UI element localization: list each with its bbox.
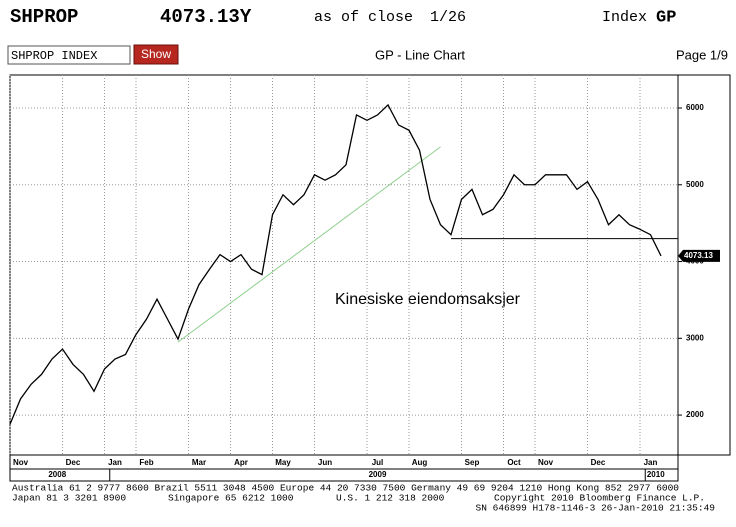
y-tick-label: 2000	[686, 410, 704, 419]
kind: Index	[602, 9, 647, 26]
year-label: 2009	[369, 470, 387, 479]
x-tick-label: Jun	[318, 458, 332, 467]
footer-line1: Australia 61 2 9777 8600 Brazil 5511 304…	[12, 483, 679, 494]
x-tick-label: Nov	[538, 458, 554, 467]
function: GP	[656, 8, 676, 27]
footer-line3: SN 646899 H178-1146-3 26-Jan-2010 21:35:…	[476, 503, 716, 514]
x-tick-label: Aug	[412, 458, 428, 467]
price-line	[9, 103, 662, 425]
x-tick-label: Sep	[465, 458, 480, 467]
ticker: SHPROP	[10, 6, 78, 28]
as-of: as of close	[314, 9, 413, 26]
x-tick-label: May	[275, 458, 291, 467]
x-tick-label: Oct	[507, 458, 521, 467]
y-tick-label: 3000	[686, 333, 704, 342]
footer-item: Singapore 65 6212 1000	[168, 493, 294, 504]
x-tick-label: Jan	[108, 458, 122, 467]
x-tick-label: Nov	[13, 458, 29, 467]
chart-function-title: GP - Line Chart	[375, 47, 465, 62]
show-label: Show	[141, 47, 171, 61]
x-tick-label: Jan	[644, 458, 658, 467]
y-axis-band	[677, 74, 731, 456]
x-tick-label: Mar	[192, 458, 206, 467]
year-label: 2008	[48, 470, 66, 479]
last-price-label: 4073.13	[684, 251, 713, 260]
year-label: 2010	[647, 470, 665, 479]
x-tick-label: Apr	[234, 458, 248, 467]
x-axis-band	[9, 454, 679, 482]
show-button[interactable]	[133, 44, 179, 65]
annotation: Kinesiske eiendomsaksjer	[335, 291, 521, 308]
x-tick-label: Feb	[139, 458, 153, 467]
security-text: SHPROP INDEX	[11, 49, 97, 63]
footer-item: U.S. 1 212 318 2000	[336, 493, 445, 504]
date: 1/26	[430, 9, 466, 26]
page-indicator: Page 1/9	[676, 47, 728, 62]
x-tick-label: Dec	[591, 458, 606, 467]
x-tick-label: Dec	[66, 458, 81, 467]
price: 4073.13Y	[160, 6, 252, 28]
trend-line	[177, 146, 441, 343]
plot-area	[9, 74, 679, 456]
x-tick-label: Jul	[372, 458, 384, 467]
footer-item: Japan 81 3 3201 8900	[12, 493, 126, 504]
footer-item: Copyright 2010 Bloomberg Finance L.P.	[494, 493, 705, 504]
y-tick-label: 5000	[686, 180, 704, 189]
security-input[interactable]	[7, 45, 131, 65]
y-tick-label: 6000	[686, 103, 704, 112]
last-price-tag	[678, 249, 720, 262]
